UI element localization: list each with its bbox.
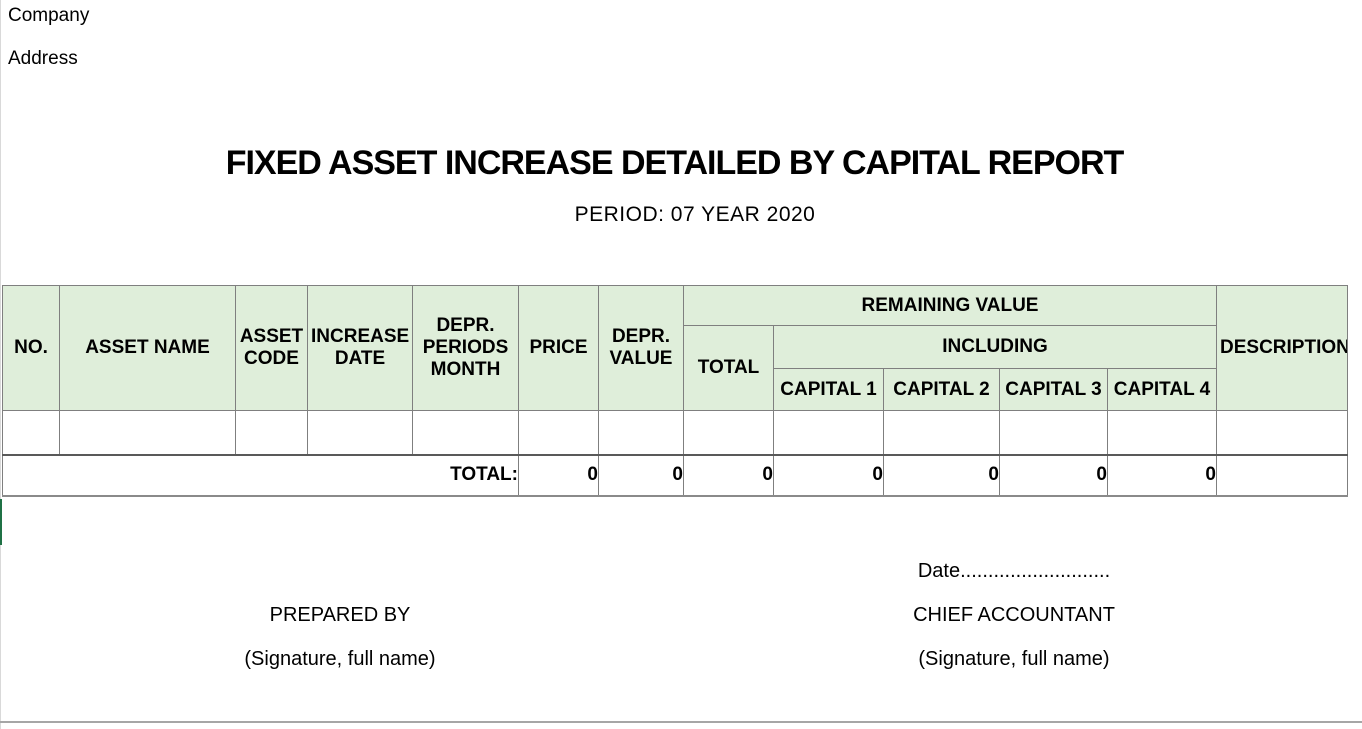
cell-increase-date (307, 410, 413, 455)
col-header-price: PRICE (518, 285, 599, 411)
chief-accountant-title: CHIEF ACCOUNTANT (913, 604, 1115, 626)
prepared-by-title: PREPARED BY (269, 604, 411, 626)
col-header-no: NO. (2, 285, 60, 411)
cell-depr-value (598, 410, 684, 455)
date-line: Date........................... (917, 560, 1111, 582)
col-header-remaining-value: REMAINING VALUE (683, 285, 1217, 326)
total-depr-value: 0 (598, 453, 684, 497)
cell-depr-periods-month (412, 410, 519, 455)
fixed-asset-table: NO. ASSET NAME ASSET CODE INCREASE DATE … (2, 285, 1348, 497)
col-header-increase-date: INCREASE DATE (307, 285, 413, 411)
total-price: 0 (518, 453, 599, 497)
cell-capital-3 (999, 410, 1108, 455)
col-header-capital-2: CAPITAL 2 (883, 368, 1000, 411)
cell-asset-code (235, 410, 308, 455)
cell-capital-2 (883, 410, 1000, 455)
total-row: TOTAL: 0 0 0 0 0 0 0 (2, 453, 1348, 497)
page-bottom-edge-line (0, 721, 1362, 723)
col-header-asset-code: ASSET CODE (235, 285, 308, 411)
total-capital-3: 0 (999, 453, 1108, 497)
cell-no (2, 410, 60, 455)
prepared-by-signature-hint: (Signature, full name) (244, 648, 436, 670)
chief-accountant-signature-hint: (Signature, full name) (918, 648, 1110, 670)
total-capital-4: 0 (1107, 453, 1217, 497)
total-label: TOTAL: (2, 453, 519, 497)
col-header-capital-4: CAPITAL 4 (1107, 368, 1217, 411)
cell-price (518, 410, 599, 455)
cell-description (1216, 410, 1348, 455)
col-header-depr-periods-month: DEPR. PERIODS MONTH (412, 285, 519, 411)
total-capital-2: 0 (883, 453, 1000, 497)
col-header-description: DESCRIPTION (1216, 285, 1348, 411)
col-header-asset-name: ASSET NAME (59, 285, 236, 411)
report-title: FIXED ASSET INCREASE DETAILED BY CAPITAL… (225, 144, 1125, 182)
company-label: Company (8, 5, 90, 26)
col-header-depr-value: DEPR. VALUE (598, 285, 684, 411)
total-description (1216, 453, 1348, 497)
col-header-capital-3: CAPITAL 3 (999, 368, 1108, 411)
cell-capital-1 (773, 410, 884, 455)
address-label: Address (8, 48, 78, 69)
total-capital-1: 0 (773, 453, 884, 497)
cell-total (683, 410, 774, 455)
total-remaining-total: 0 (683, 453, 774, 497)
cell-capital-4 (1107, 410, 1217, 455)
left-green-strip (0, 499, 2, 545)
table-row (2, 410, 1348, 455)
col-header-including: INCLUDING (773, 325, 1217, 369)
col-header-total: TOTAL (683, 325, 774, 411)
report-period: PERIOD: 07 YEAR 2020 (574, 203, 816, 226)
cell-asset-name (59, 410, 236, 455)
col-header-capital-1: CAPITAL 1 (773, 368, 884, 411)
page-left-edge-line (0, 0, 1, 729)
